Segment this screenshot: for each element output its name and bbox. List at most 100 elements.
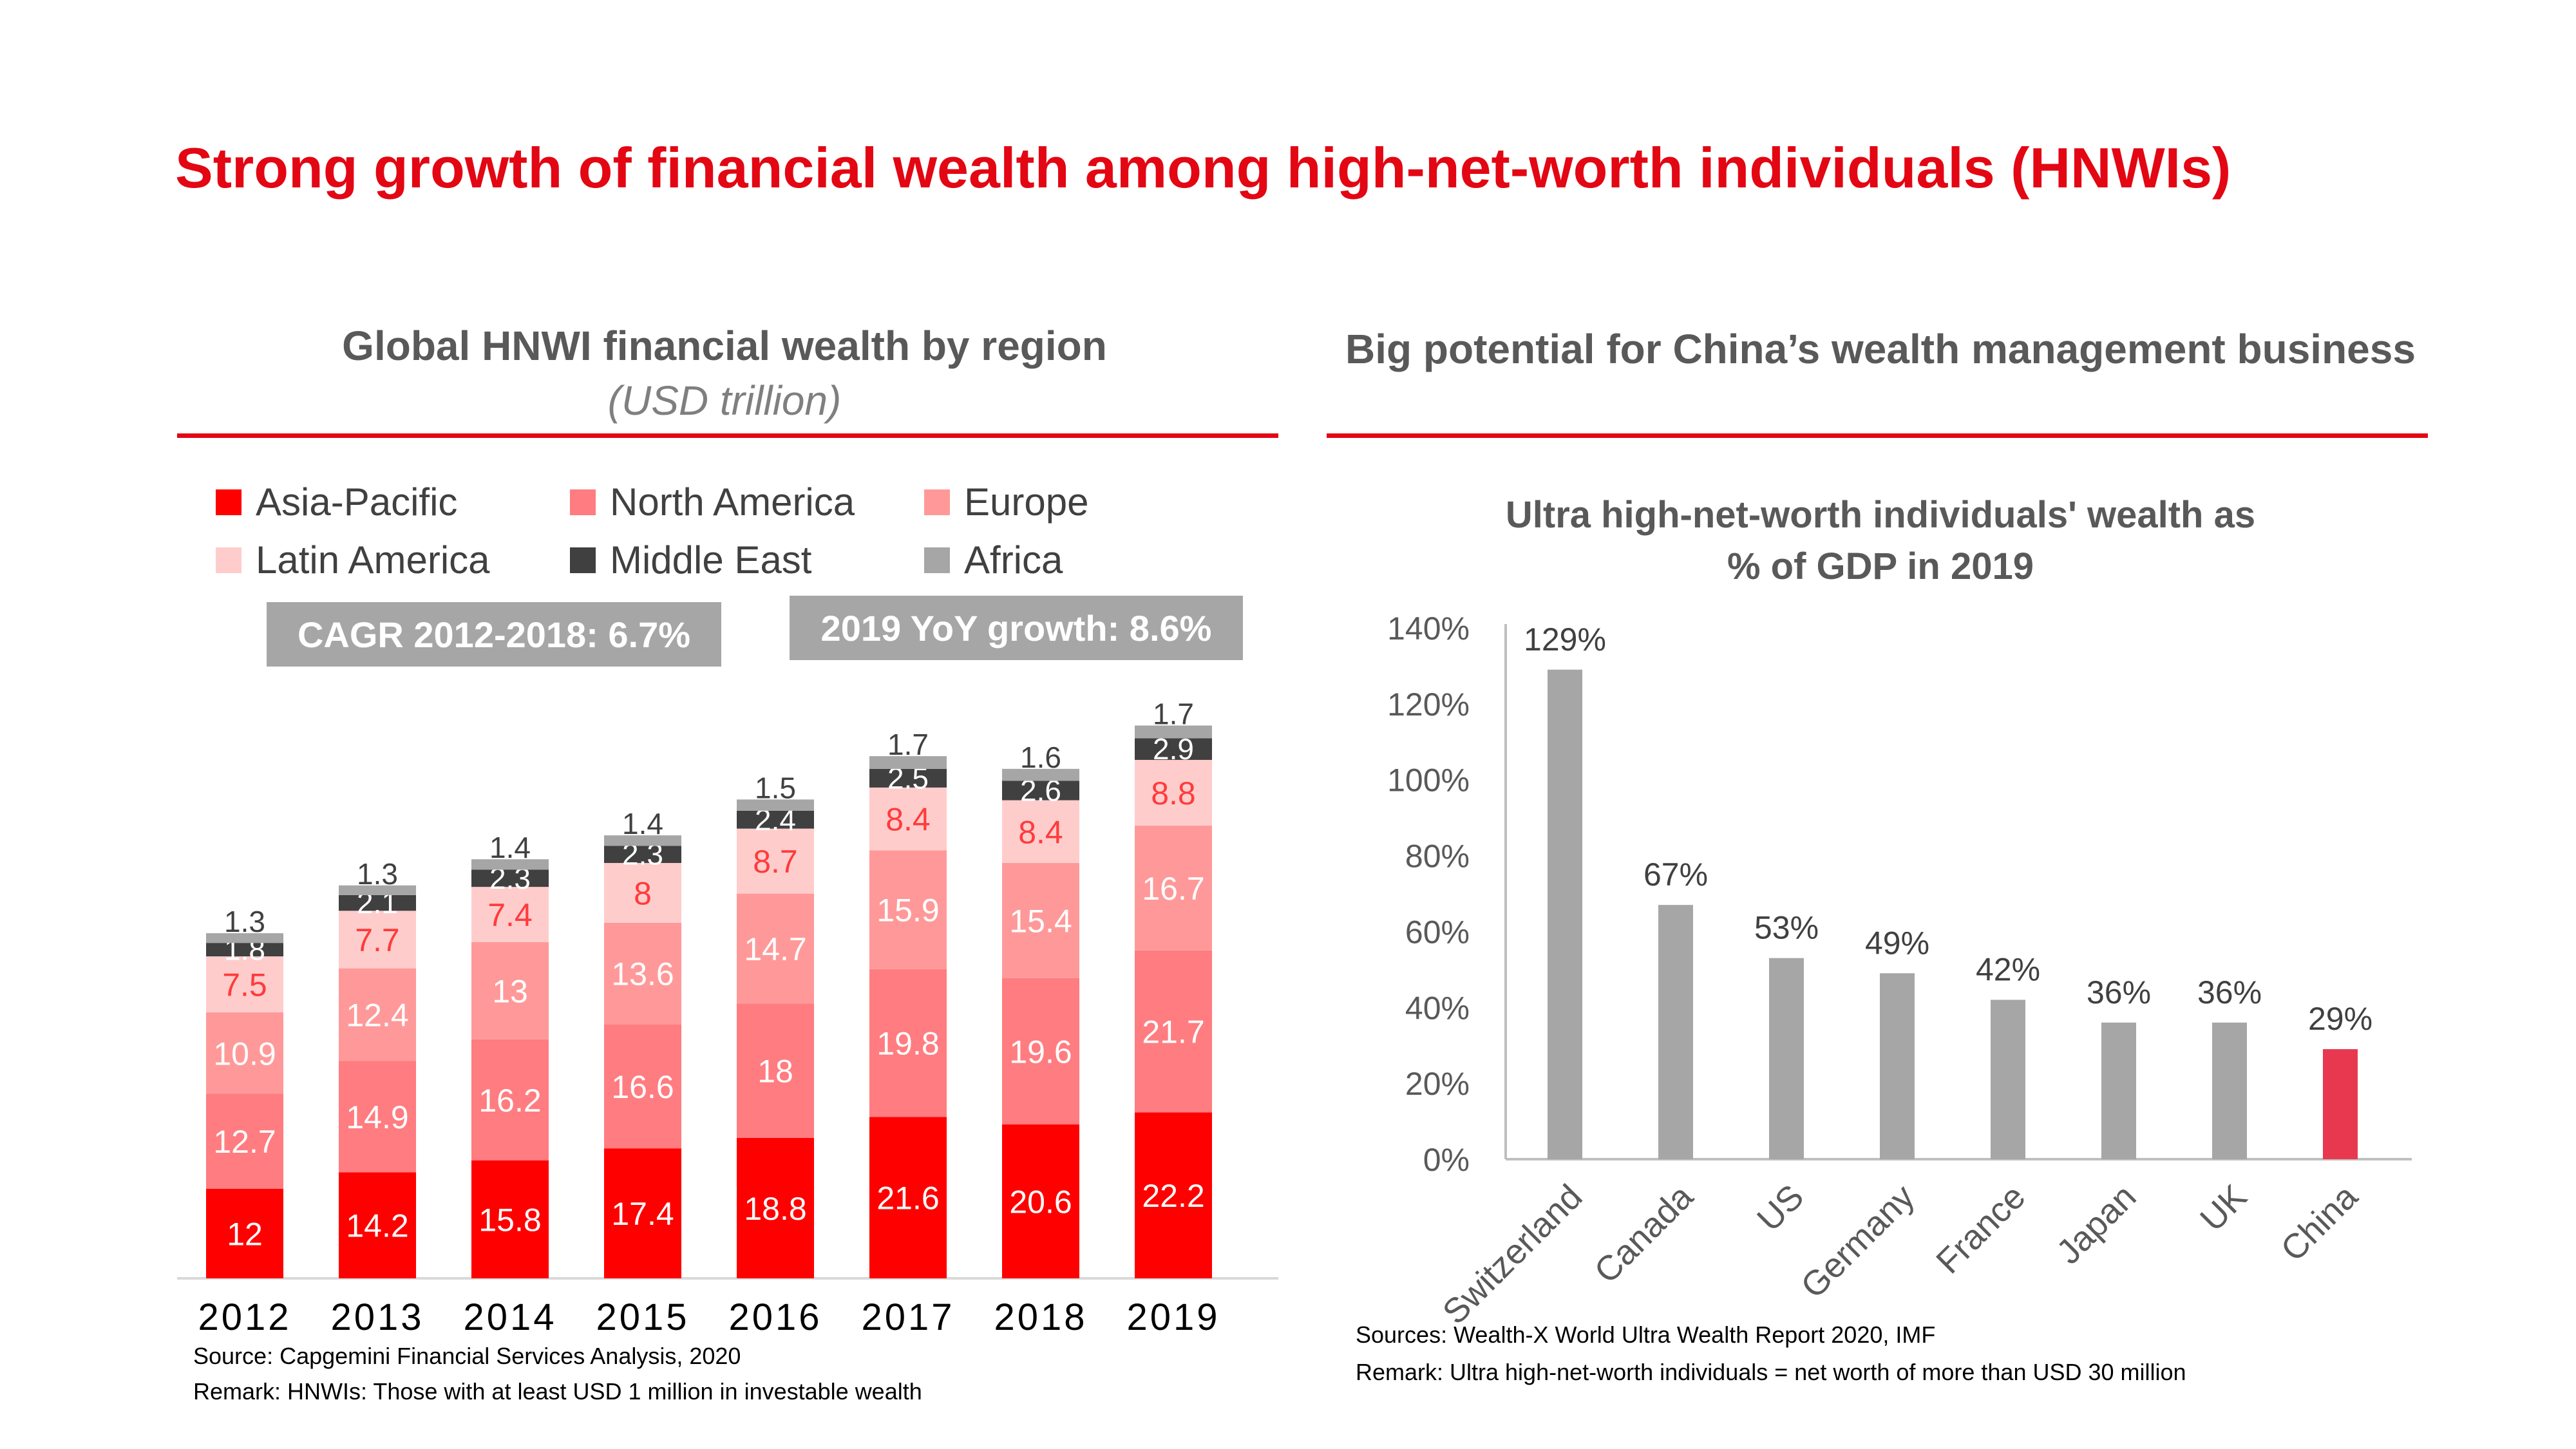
data-label-asia-pacific-2019: 22.2 <box>1142 1178 1204 1214</box>
bar-segment-north-america-2012 <box>206 1094 283 1189</box>
legend-label-latin-america: Latin America <box>256 538 490 582</box>
left-panel-subtitle: (USD trillion) <box>607 377 842 424</box>
data-label-north-america-2018: 19.6 <box>1009 1034 1072 1070</box>
uhnwi-chart-title-line-2: % of GDP in 2019 <box>1727 545 2034 587</box>
bar-segment-europe-2013 <box>339 968 416 1061</box>
data-label-north-america-2014: 16.2 <box>478 1083 541 1119</box>
data-label-asia-pacific-2017: 21.6 <box>876 1180 939 1217</box>
bar-japan <box>2101 1022 2136 1159</box>
bar-segment-europe-2019 <box>1135 826 1212 951</box>
data-label-france: 42% <box>1976 952 2040 988</box>
bar-segment-north-america-2015 <box>604 1024 681 1149</box>
left-title-divider <box>177 433 1278 438</box>
data-label-europe-2018: 15.4 <box>1009 903 1072 939</box>
legend-label-asia-pacific: Asia-Pacific <box>256 480 458 524</box>
bar-segment-europe-2017 <box>869 850 947 969</box>
data-label-africa-2014: 1.4 <box>489 831 531 864</box>
legend-label-europe: Europe <box>964 480 1089 524</box>
data-label-africa-2015: 1.4 <box>622 807 663 840</box>
x-tick-label-switzerland: Switzerland <box>1435 1177 1590 1332</box>
bar-segment-north-america-2018 <box>1002 978 1079 1125</box>
bar-segment-north-america-2016 <box>737 1003 814 1138</box>
x-tick-label-france: France <box>1929 1177 2032 1281</box>
bar-segment-europe-2018 <box>1002 863 1079 978</box>
legend-item-africa: Africa <box>924 538 1063 582</box>
bar-segment-asia-pacific-2016 <box>737 1137 814 1278</box>
bar-segment-africa-2017 <box>869 756 947 769</box>
data-label-latin-america-2017: 8.4 <box>886 802 931 838</box>
legend-swatch-africa <box>924 547 950 573</box>
bar-germany <box>1880 973 1915 1159</box>
legend-item-north-america: North America <box>570 480 855 524</box>
data-label-north-america-2017: 19.8 <box>876 1026 939 1062</box>
legend-label-middle-east: Middle East <box>610 538 812 582</box>
bar-segment-europe-2012 <box>206 1012 283 1094</box>
bar-segment-middle-east-2017 <box>869 768 947 788</box>
x-tick-label-2019: 2019 <box>1126 1296 1220 1338</box>
bar-segment-middle-east-2016 <box>737 810 814 829</box>
y-tick-label-20-pct: 20% <box>1405 1066 1470 1102</box>
data-label-latin-america-2014: 7.4 <box>488 897 533 933</box>
data-label-germany: 49% <box>1865 925 1929 961</box>
bar-segment-europe-2016 <box>737 893 814 1004</box>
bar-segment-latin-america-2019 <box>1135 759 1212 826</box>
bar-segment-africa-2013 <box>339 885 416 895</box>
data-label-europe-2016: 14.7 <box>744 931 806 967</box>
data-label-africa-2013: 1.3 <box>357 857 398 891</box>
data-label-latin-america-2013: 7.7 <box>355 922 400 958</box>
x-tick-label-2016: 2016 <box>728 1296 822 1338</box>
bar-canada <box>1658 905 1693 1159</box>
data-label-europe-2019: 16.7 <box>1142 871 1204 907</box>
y-tick-label-120-pct: 120% <box>1387 687 1470 723</box>
data-label-canada: 67% <box>1643 857 1708 893</box>
data-label-europe-2017: 15.9 <box>876 893 939 929</box>
bar-segment-middle-east-2019 <box>1135 738 1212 760</box>
data-label-africa-2017: 1.7 <box>887 728 929 761</box>
bar-segment-asia-pacific-2017 <box>869 1117 947 1278</box>
data-label-japan: 36% <box>2087 974 2151 1010</box>
uhnwi-chart-title-line-1: Ultra high-net-worth individuals' wealth… <box>1505 494 2256 536</box>
legend-item-middle-east: Middle East <box>570 538 811 582</box>
y-tick-label-60-pct: 60% <box>1405 914 1470 950</box>
y-tick-label-140-pct: 140% <box>1387 611 1470 647</box>
bar-segment-asia-pacific-2012 <box>206 1188 283 1278</box>
x-tick-label-2018: 2018 <box>994 1296 1087 1338</box>
bar-segment-europe-2014 <box>471 942 549 1039</box>
x-tick-label-2015: 2015 <box>596 1296 689 1338</box>
data-label-latin-america-2019: 8.8 <box>1151 775 1196 811</box>
data-label-africa-2018: 1.6 <box>1020 741 1061 774</box>
data-label-north-america-2016: 18 <box>757 1054 793 1090</box>
bar-segment-latin-america-2015 <box>604 863 681 923</box>
right-title-divider <box>1327 433 2428 438</box>
x-tick-label-uk: UK <box>2193 1177 2254 1238</box>
data-label-asia-pacific-2018: 20.6 <box>1009 1184 1072 1220</box>
x-tick-label-2012: 2012 <box>198 1296 291 1338</box>
bar-us <box>1769 958 1804 1159</box>
bar-segment-africa-2012 <box>206 933 283 943</box>
bar-segment-latin-america-2013 <box>339 911 416 969</box>
data-label-europe-2014: 13 <box>492 973 528 1009</box>
bar-segment-middle-east-2015 <box>604 846 681 864</box>
data-label-north-america-2012: 12.7 <box>213 1124 276 1160</box>
y-tick-label-100-pct: 100% <box>1387 762 1470 799</box>
bar-segment-africa-2014 <box>471 859 549 870</box>
cagr-callout: CAGR 2012-2018: 6.7% <box>267 602 721 667</box>
legend-swatch-middle-east <box>570 547 596 573</box>
data-label-latin-america-2012: 7.5 <box>222 967 267 1003</box>
legend-swatch-europe <box>924 489 950 515</box>
bar-segment-north-america-2014 <box>471 1039 549 1160</box>
bar-segment-asia-pacific-2013 <box>339 1172 416 1278</box>
bar-segment-middle-east-2014 <box>471 869 549 887</box>
data-label-north-america-2019: 21.7 <box>1142 1014 1204 1050</box>
data-label-latin-america-2016: 8.7 <box>753 844 798 880</box>
uhnwi-chart-title: Ultra high-net-worth individuals' wealth… <box>1365 489 2396 592</box>
bar-segment-latin-america-2016 <box>737 828 814 894</box>
data-label-africa-2016: 1.5 <box>755 771 796 804</box>
data-label-asia-pacific-2015: 17.4 <box>611 1196 674 1232</box>
bar-segment-asia-pacific-2014 <box>471 1160 549 1278</box>
bar-segment-africa-2016 <box>737 799 814 811</box>
data-label-latin-america-2018: 8.4 <box>1018 814 1063 850</box>
x-tick-label-china: China <box>2273 1177 2365 1269</box>
legend-item-europe: Europe <box>924 480 1088 524</box>
